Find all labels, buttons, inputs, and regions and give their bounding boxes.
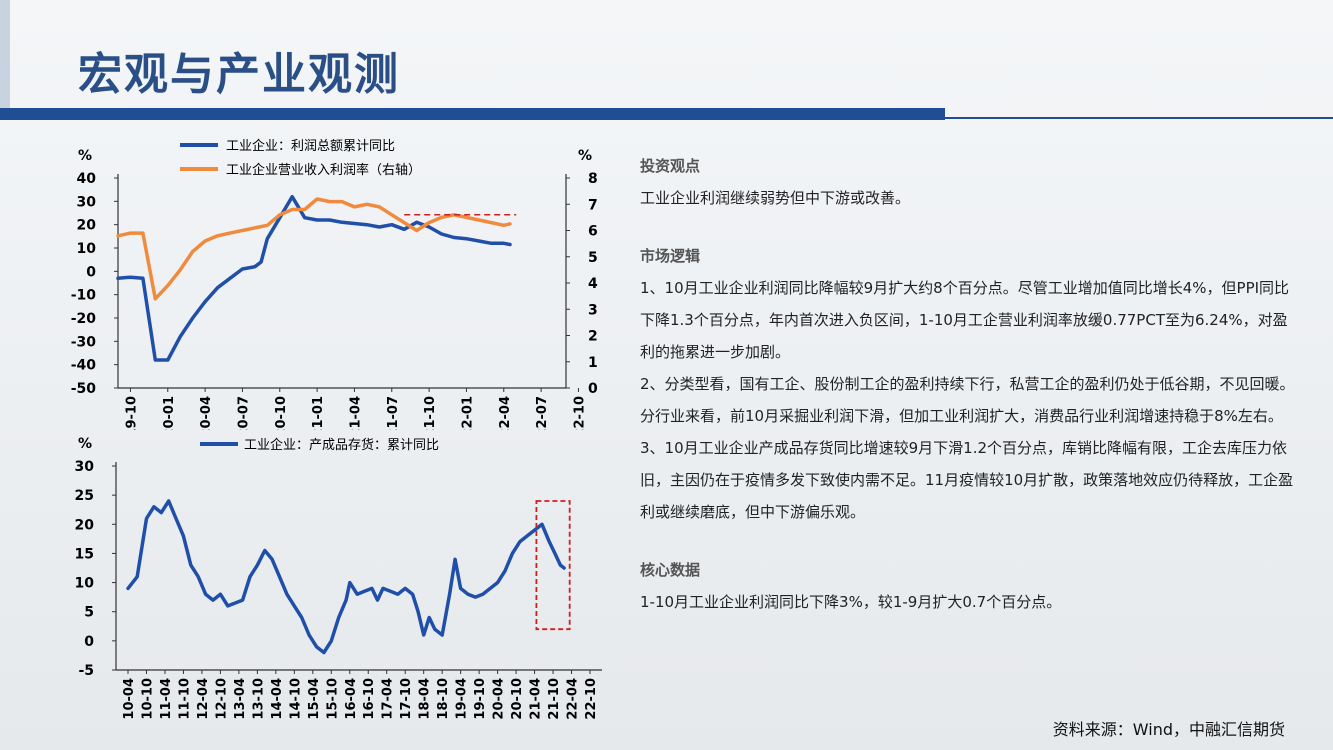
x-tick-label: 15-04 <box>307 678 322 720</box>
legend1-label: 工业企业：利润总额累计同比 <box>226 138 395 154</box>
y-tick-label: 10 <box>75 576 95 592</box>
y-left-tick-label: 10 <box>77 241 97 257</box>
y-right-tick-label: 5 <box>588 250 598 266</box>
y-right-tick-label: 2 <box>588 329 598 345</box>
x-tick-label: 17-04 <box>381 678 396 720</box>
x-tick-label: 22-04 <box>566 678 581 720</box>
y-tick-label: 25 <box>75 488 94 504</box>
header-rule-thin <box>945 117 1333 119</box>
profit-yoy-line <box>116 194 512 362</box>
y-tick-label: 5 <box>84 605 94 621</box>
x-tick-label: 22-01 <box>460 396 475 430</box>
inventory-yoy-line <box>126 499 566 655</box>
x-tick-label: 19-04 <box>455 678 470 720</box>
x-tick-label: 12-10 <box>214 678 229 720</box>
y-tick-label: 0 <box>84 634 94 650</box>
y-left-tick-label: -20 <box>71 311 97 327</box>
x-tick-label: 21-04 <box>348 396 363 430</box>
x-tick-label: 16-04 <box>344 678 359 720</box>
x-tick-label: 20-04 <box>199 396 214 430</box>
x-tick-label: 12-04 <box>196 678 211 720</box>
page-title: 宏观与产业观测 <box>78 49 400 100</box>
x-tick-label: 16-10 <box>362 678 377 720</box>
y-right-tick-label: 6 <box>588 224 598 240</box>
x-tick-label: 22-07 <box>535 396 550 430</box>
legend2-label: 工业企业营业收入利润率（右轴） <box>226 162 421 178</box>
y-tick-label: 15 <box>75 546 94 562</box>
x-tick-label: 22-10 <box>584 678 599 720</box>
x-tick-label: 11-10 <box>177 678 192 720</box>
x-tick-label: 10-04 <box>122 678 137 720</box>
legend3-label: 工业企业：产成品存货：累计同比 <box>244 437 439 453</box>
x-tick-label: 21-04 <box>529 678 544 720</box>
y-right-tick-label: 3 <box>588 302 598 318</box>
section-investment-title: 投资观点 <box>640 157 701 175</box>
section-core-title: 核心数据 <box>640 561 701 579</box>
y-left-tick-label: -10 <box>71 288 97 304</box>
y-tick-label: -5 <box>78 663 94 679</box>
y-left-unit: % <box>78 148 92 164</box>
x-tick-label: 22-04 <box>498 396 513 430</box>
y-right-tick-label: 7 <box>588 197 598 213</box>
y-right-tick-label: 0 <box>588 381 598 397</box>
y-left-tick-label: -30 <box>71 334 97 350</box>
x-tick-label: 21-10 <box>547 678 562 720</box>
x-tick-label: 20-01 <box>162 396 177 430</box>
left-accent-bar <box>0 0 10 108</box>
x-tick-label: 13-04 <box>233 678 248 720</box>
section-investment-text: 工业企业利润继续弱势但中下游或改善。 <box>640 189 911 207</box>
source-note: 资料来源：Wind，中融汇信期货 <box>1052 720 1285 739</box>
logic-paragraph-1: 1、10月工业企业利润同比降幅较9月扩大约8个百分点。尽管工业增加值同比增长4%… <box>640 279 1290 361</box>
x-tick-label: 19-10 <box>124 396 139 430</box>
y-tick-label: 20 <box>75 517 95 533</box>
profit-chart: 工业企业：利润总额累计同比 工业企业营业收入利润率（右轴） % % 403020… <box>71 138 598 430</box>
x-tick-label: 21-10 <box>423 396 438 430</box>
x-tick-label: 18-10 <box>436 678 451 720</box>
x-tick-label: 21-01 <box>311 396 326 430</box>
logic-paragraph-2: 2、分类型看，国有工企、股份制工企的盈利持续下行，私营工企的盈利仍处于低谷期，不… <box>640 375 1295 425</box>
x-tick-label: 20-10 <box>274 396 289 430</box>
y-right-tick-label: 1 <box>588 355 598 371</box>
x-tick-label: 11-04 <box>159 678 174 720</box>
y-left-tick-label: 20 <box>77 218 97 234</box>
y-left-tick-label: 0 <box>86 264 96 280</box>
x-tick-label: 10-10 <box>140 678 155 720</box>
x-tick-label: 21-07 <box>386 396 401 430</box>
x-tick-label: 20-10 <box>510 678 525 720</box>
x-tick-label: 14-04 <box>270 678 285 720</box>
x-tick-label: 20-07 <box>236 396 251 430</box>
analysis-panel: 投资观点 工业企业利润继续弱势但中下游或改善。 市场逻辑 1、10月工业企业利润… <box>640 150 1300 618</box>
highlight-dashed-box <box>535 500 571 631</box>
x-tick-label: 15-10 <box>325 678 340 720</box>
y-right-tick-label: 4 <box>588 276 598 292</box>
y-right-unit: % <box>578 148 592 164</box>
y-left-tick-label: -40 <box>71 358 97 374</box>
y-left-tick-label: -50 <box>71 381 97 397</box>
logic-paragraph-3: 3、10月工业企业产成品存货同比增速较9月下滑1.2个百分点，库销比降幅有限，工… <box>640 439 1294 521</box>
x-tick-label: 18-04 <box>418 678 433 720</box>
core-data-text: 1-10月工业企业利润同比下降3%，较1-9月扩大0.7个百分点。 <box>640 593 1062 611</box>
y-left-tick-label: 40 <box>77 171 97 187</box>
x-tick-label: 13-10 <box>251 678 266 720</box>
y-tick-label: 30 <box>75 459 95 475</box>
x-tick-label: 17-10 <box>399 678 414 720</box>
margin-line <box>116 197 512 301</box>
inventory-chart: 工业企业：产成品存货：累计同比 % 30 25 20 15 10 5 0 -5 10-04 10-… <box>75 436 602 720</box>
x-tick-label: 14-10 <box>288 678 303 720</box>
y-right-tick-label: 8 <box>588 171 598 187</box>
y-left-tick-label: 30 <box>77 194 97 210</box>
y-unit-2: % <box>78 436 92 452</box>
header-rule <box>0 108 945 120</box>
section-logic-title: 市场逻辑 <box>640 247 701 265</box>
x-tick-label: 20-04 <box>492 678 507 720</box>
x-tick-label: 22-10 <box>572 396 587 430</box>
x-tick-label: 19-10 <box>473 678 488 720</box>
